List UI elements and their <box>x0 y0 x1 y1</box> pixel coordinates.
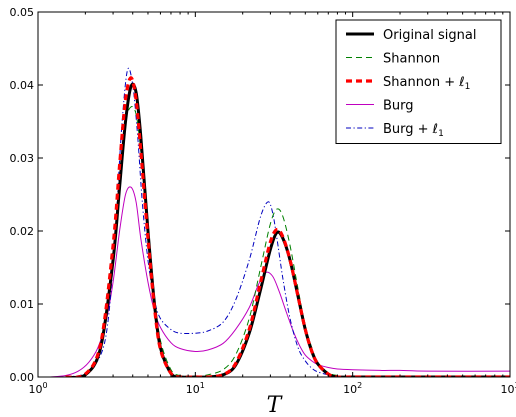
y-tick-label: 0.03 <box>10 152 35 165</box>
y-tick-label: 0.04 <box>10 79 35 92</box>
legend-label: Shannon + ℓ1 <box>383 75 470 92</box>
series-line-2 <box>65 76 510 377</box>
x-tick-label: 100 <box>28 381 47 396</box>
plot-area-frame <box>37 11 511 378</box>
ticks-layer: 0.00 0.01 0.02 0.03 0.04 0.05 100 101 102 103 <box>10 6 516 396</box>
series-layer <box>50 67 510 377</box>
legend-label: Shannon <box>383 52 440 67</box>
series-line-3 <box>50 186 510 377</box>
y-tick-label: 0.00 <box>10 371 35 384</box>
x-tick-label: 101 <box>186 381 205 396</box>
legend: Original signal Shannon Shannon + ℓ1 Burg Bu… <box>335 19 502 144</box>
legend-label: Burg <box>383 99 414 114</box>
legend-label: Original signal <box>383 28 476 43</box>
y-tick-label: 0.05 <box>10 6 35 19</box>
x-tick-label: 103 <box>500 381 516 396</box>
x-axis-label: T <box>267 393 284 417</box>
y-tick-label: 0.01 <box>10 298 35 311</box>
y-tick-label: 0.02 <box>10 225 35 238</box>
series-line-1 <box>65 106 510 377</box>
legend-box <box>335 19 502 144</box>
x-tick-label: 102 <box>343 381 362 396</box>
legend-label: Burg + ℓ1 <box>383 122 444 139</box>
